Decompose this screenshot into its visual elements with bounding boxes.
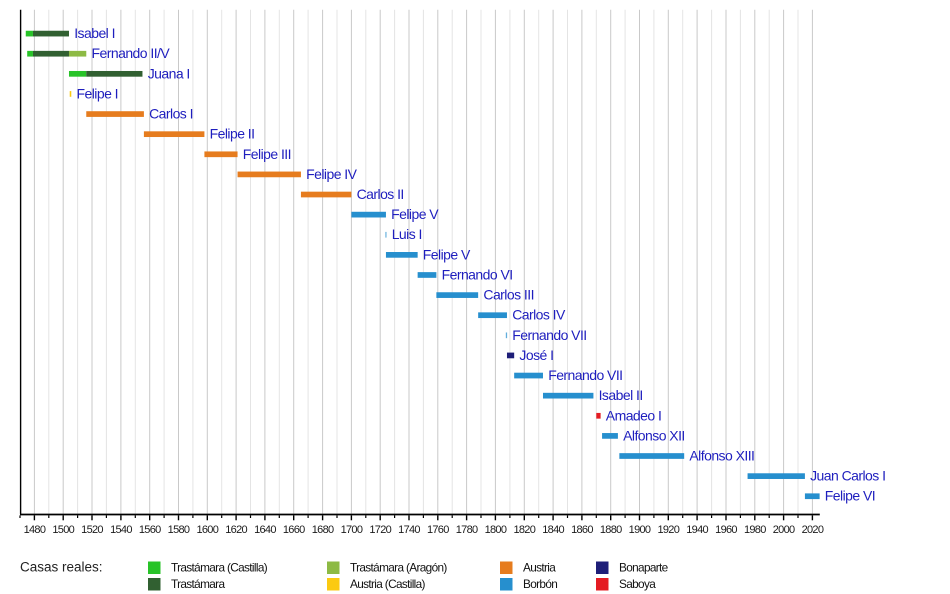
- svg-text:1520: 1520: [81, 524, 103, 536]
- svg-text:1560: 1560: [139, 524, 161, 536]
- svg-text:Saboya: Saboya: [619, 577, 656, 591]
- svg-text:Amadeo I: Amadeo I: [606, 407, 662, 423]
- svg-text:1740: 1740: [398, 524, 420, 536]
- svg-text:Felipe IV: Felipe IV: [306, 166, 358, 182]
- svg-text:Trastámara (Aragón): Trastámara (Aragón): [350, 561, 447, 575]
- svg-text:1540: 1540: [110, 524, 132, 536]
- svg-text:1620: 1620: [225, 524, 247, 536]
- svg-text:Fernando VII: Fernando VII: [512, 327, 586, 343]
- svg-text:Austria: Austria: [523, 561, 556, 575]
- svg-text:Carlos III: Carlos III: [483, 287, 534, 303]
- svg-text:1480: 1480: [24, 524, 46, 536]
- svg-text:1760: 1760: [427, 524, 449, 536]
- svg-text:1920: 1920: [657, 524, 679, 536]
- svg-text:Felipe V: Felipe V: [391, 206, 439, 222]
- svg-text:Fernando II/V: Fernando II/V: [92, 45, 171, 61]
- svg-text:Borbón: Borbón: [523, 577, 557, 591]
- svg-text:Isabel I: Isabel I: [74, 25, 115, 41]
- svg-text:José I: José I: [519, 347, 553, 363]
- svg-text:1780: 1780: [456, 524, 478, 536]
- svg-text:1580: 1580: [168, 524, 190, 536]
- svg-text:Fernando VI: Fernando VI: [442, 267, 513, 283]
- svg-text:Felipe I: Felipe I: [77, 85, 119, 101]
- svg-text:1900: 1900: [629, 524, 651, 536]
- svg-text:1840: 1840: [542, 524, 564, 536]
- svg-text:1800: 1800: [485, 524, 507, 536]
- svg-text:1640: 1640: [254, 524, 276, 536]
- svg-text:Austria (Castilla): Austria (Castilla): [350, 577, 426, 591]
- svg-text:1820: 1820: [513, 524, 535, 536]
- svg-text:1680: 1680: [312, 524, 334, 536]
- svg-text:Carlos II: Carlos II: [357, 186, 404, 202]
- svg-text:Juan Carlos I: Juan Carlos I: [810, 468, 885, 484]
- svg-text:1980: 1980: [744, 524, 766, 536]
- svg-text:1880: 1880: [600, 524, 622, 536]
- svg-text:Alfonso XII: Alfonso XII: [623, 427, 685, 443]
- svg-text:1660: 1660: [283, 524, 305, 536]
- svg-text:1860: 1860: [571, 524, 593, 536]
- svg-text:Bonaparte: Bonaparte: [619, 561, 669, 575]
- svg-text:Felipe VI: Felipe VI: [825, 488, 875, 504]
- svg-text:Isabel II: Isabel II: [599, 387, 643, 403]
- svg-text:1600: 1600: [196, 524, 218, 536]
- svg-text:Trastámara: Trastámara: [171, 577, 225, 591]
- svg-text:Felipe III: Felipe III: [243, 146, 291, 162]
- svg-text:Carlos IV: Carlos IV: [512, 307, 566, 323]
- svg-text:Casas reales:: Casas reales:: [20, 560, 103, 575]
- svg-text:Juana I: Juana I: [148, 65, 190, 81]
- svg-text:1960: 1960: [715, 524, 737, 536]
- svg-text:1720: 1720: [369, 524, 391, 536]
- svg-text:2000: 2000: [773, 524, 795, 536]
- svg-text:Luis I: Luis I: [392, 226, 422, 242]
- svg-text:Carlos I: Carlos I: [149, 106, 193, 122]
- svg-text:Alfonso XIII: Alfonso XIII: [689, 448, 754, 464]
- svg-text:Fernando VII: Fernando VII: [548, 367, 622, 383]
- svg-text:Trastámara (Castilla): Trastámara (Castilla): [171, 561, 268, 575]
- svg-text:2020: 2020: [802, 524, 824, 536]
- svg-text:1940: 1940: [686, 524, 708, 536]
- svg-text:Felipe V: Felipe V: [423, 246, 471, 262]
- svg-text:1500: 1500: [52, 524, 74, 536]
- svg-text:1700: 1700: [341, 524, 363, 536]
- svg-text:Felipe II: Felipe II: [210, 126, 255, 142]
